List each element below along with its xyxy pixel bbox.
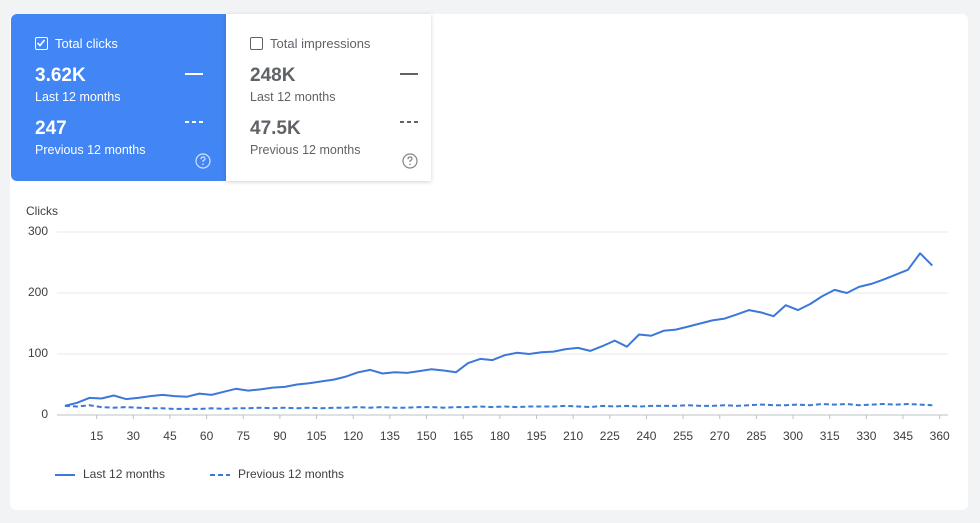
series-line (64, 403, 933, 410)
legend-label[interactable]: Previous 12 months (238, 467, 344, 481)
metric-label: Total impressions (270, 36, 371, 51)
metric-value: 248K (250, 65, 296, 86)
help-icon[interactable] (194, 152, 212, 170)
x-tick-label: 105 (307, 429, 327, 443)
x-tick-label: 210 (563, 429, 583, 443)
metric-previous-period: Previous 12 months (250, 143, 361, 157)
metric-label: Total clicks (55, 36, 118, 51)
checkbox[interactable] (250, 37, 263, 50)
check-icon (36, 39, 46, 47)
y-tick-label: 200 (28, 285, 48, 299)
x-tick-label: 90 (273, 429, 287, 443)
x-tick-label: 360 (930, 429, 950, 443)
legend-label[interactable]: Last 12 months (83, 467, 165, 481)
y-tick-label: 0 (41, 407, 48, 421)
x-tick-label: 300 (783, 429, 803, 443)
help-icon[interactable] (401, 152, 419, 170)
checkbox[interactable] (35, 37, 48, 50)
x-tick-label: 165 (453, 429, 473, 443)
x-tick-label: 15 (90, 429, 104, 443)
x-tick-label: 45 (163, 429, 177, 443)
metric-card[interactable]: Total impressions 248K Last 12 months 47… (226, 14, 431, 181)
metric-value: 3.62K (35, 65, 86, 86)
metric-card[interactable]: Total clicks 3.62K Last 12 months 247 Pr… (11, 14, 226, 181)
x-tick-label: 60 (200, 429, 214, 443)
metric-toggle[interactable]: Total clicks (35, 36, 204, 51)
x-tick-label: 195 (526, 429, 546, 443)
metric-toggle[interactable]: Total impressions (250, 36, 409, 51)
metric-previous-value: 47.5K (250, 118, 301, 139)
x-tick-label: 150 (417, 429, 437, 443)
y-tick-label: 100 (28, 346, 48, 360)
y-axis-label: Clicks (26, 204, 58, 218)
x-tick-label: 75 (237, 429, 251, 443)
y-tick-label: 300 (28, 224, 48, 238)
x-tick-label: 270 (710, 429, 730, 443)
x-tick-label: 30 (127, 429, 141, 443)
metric-previous-period: Previous 12 months (35, 143, 146, 157)
x-tick-label: 180 (490, 429, 510, 443)
x-tick-label: 285 (746, 429, 766, 443)
metric-period: Last 12 months (250, 90, 336, 104)
line-style-icons (185, 73, 203, 123)
metric-previous-value: 247 (35, 118, 67, 139)
x-tick-label: 315 (820, 429, 840, 443)
line-style-icons (400, 73, 418, 123)
x-tick-label: 225 (600, 429, 620, 443)
x-tick-label: 255 (673, 429, 693, 443)
x-tick-label: 345 (893, 429, 913, 443)
x-tick-label: 120 (343, 429, 363, 443)
series-line (64, 252, 934, 407)
x-tick-label: 135 (380, 429, 400, 443)
metric-period: Last 12 months (35, 90, 121, 104)
x-tick-label: 240 (636, 429, 656, 443)
x-tick-label: 330 (856, 429, 876, 443)
